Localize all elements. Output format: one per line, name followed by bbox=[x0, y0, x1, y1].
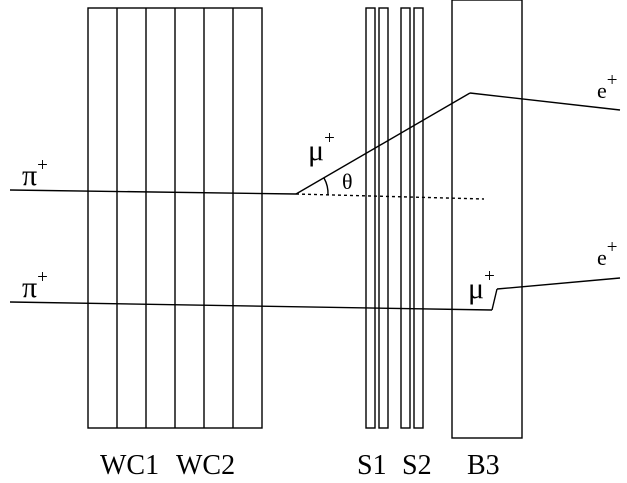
s1-plate-a bbox=[365, 7, 376, 429]
s2-label: S2 bbox=[402, 450, 432, 481]
pion-lower-label: π+ bbox=[22, 267, 48, 304]
lower-muon-track bbox=[491, 288, 498, 311]
scintillator-s1 bbox=[365, 7, 389, 429]
s2-plate-b bbox=[413, 7, 424, 429]
positron-upper-label: e+ bbox=[597, 70, 617, 103]
b3-label: B3 bbox=[467, 450, 500, 481]
b3-detector bbox=[451, 0, 523, 439]
upper-positron-track bbox=[469, 92, 621, 111]
wire-chamber-block bbox=[87, 7, 263, 429]
beam-axis-dashed bbox=[295, 193, 485, 200]
wc2-label: WC2 bbox=[176, 450, 235, 481]
pion-upper-label: π+ bbox=[22, 155, 48, 192]
s1-label: S1 bbox=[357, 450, 387, 481]
lower-positron-track bbox=[496, 277, 621, 290]
s2-plate-a bbox=[400, 7, 411, 429]
upper-decay-track bbox=[9, 92, 621, 200]
s1-plate-b bbox=[378, 7, 389, 429]
lower-decay-track bbox=[9, 277, 621, 311]
theta-label: θ bbox=[342, 169, 353, 194]
muon-upper-label: μ+ bbox=[308, 128, 335, 167]
scintillator-s2 bbox=[400, 7, 424, 429]
theta-angle-arc bbox=[323, 177, 329, 196]
lower-pion-track bbox=[9, 301, 493, 311]
muon-lower-label: μ+ bbox=[468, 266, 495, 305]
positron-lower-label: e+ bbox=[597, 237, 617, 270]
wc1-label: WC1 bbox=[100, 450, 159, 481]
upper-pion-track bbox=[9, 189, 297, 195]
upper-muon-track bbox=[295, 92, 471, 195]
